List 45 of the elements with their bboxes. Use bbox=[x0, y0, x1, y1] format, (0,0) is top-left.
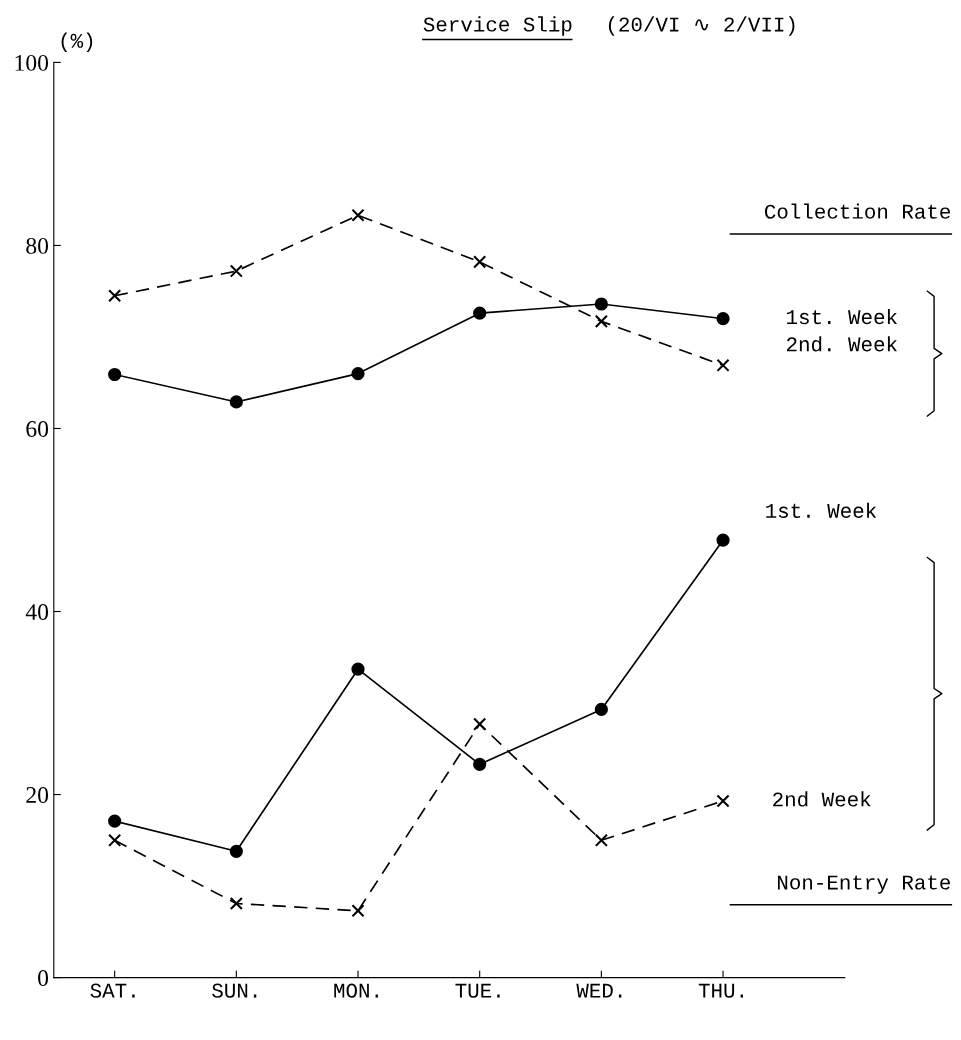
chart-subtitle: (20/VI ∿ 2/VII) bbox=[608, 16, 795, 36]
chart-title: Service Slip bbox=[423, 16, 572, 36]
x-tick-label: THU. bbox=[698, 983, 743, 998]
x-tick-label: SUN. bbox=[212, 983, 257, 998]
point bbox=[351, 366, 365, 381]
point bbox=[108, 814, 122, 828]
point bbox=[229, 896, 243, 911]
y-tick-label: 20 bbox=[26, 787, 49, 803]
y-tick-label: 0 bbox=[38, 970, 49, 987]
y-tick-label: 100 bbox=[15, 54, 49, 71]
point bbox=[594, 833, 608, 847]
point bbox=[229, 844, 243, 858]
text: 1st. Week bbox=[766, 502, 877, 518]
y-axis-title: (%) bbox=[61, 32, 93, 52]
y-tick-label: 40 bbox=[25, 604, 49, 620]
point bbox=[351, 904, 365, 918]
point bbox=[594, 314, 608, 328]
point bbox=[716, 533, 730, 547]
point bbox=[473, 306, 487, 320]
point bbox=[716, 312, 730, 326]
point bbox=[229, 264, 243, 278]
x-tick-label: WED. bbox=[576, 983, 622, 998]
point bbox=[351, 208, 365, 222]
point bbox=[594, 702, 608, 717]
point bbox=[716, 358, 730, 372]
point bbox=[229, 395, 243, 409]
point bbox=[473, 255, 487, 269]
text: 2nd. Week bbox=[787, 336, 897, 352]
point bbox=[716, 794, 730, 808]
point bbox=[108, 833, 122, 847]
annotation: Non-Entry Rate bbox=[777, 875, 950, 894]
x-tick-label: SAT. bbox=[90, 983, 135, 998]
x-tick-label: MON. bbox=[334, 983, 378, 998]
x-tick-label: TUE. bbox=[455, 983, 500, 998]
point bbox=[473, 717, 487, 731]
text: 2nd Week bbox=[773, 791, 871, 807]
annotation: Collection Rate bbox=[764, 203, 950, 219]
point bbox=[473, 757, 487, 771]
point bbox=[108, 289, 122, 303]
y-tick-label: 60 bbox=[26, 420, 49, 437]
y-tick-label: 80 bbox=[26, 237, 49, 254]
point bbox=[108, 367, 122, 382]
point bbox=[594, 297, 608, 311]
point bbox=[351, 662, 365, 676]
text: 1st. Week bbox=[787, 308, 897, 325]
